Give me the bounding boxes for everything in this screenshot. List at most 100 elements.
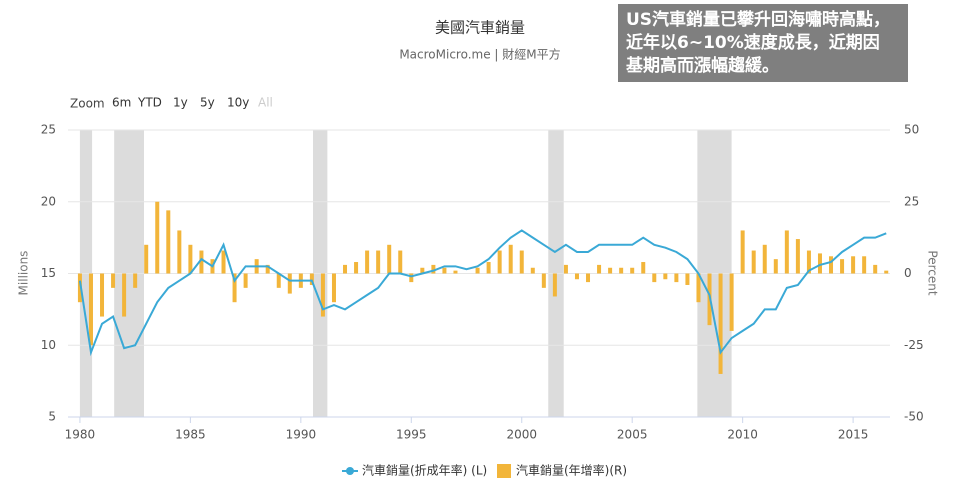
bar xyxy=(343,264,348,274)
bar xyxy=(840,259,845,274)
bar xyxy=(574,273,579,280)
bar xyxy=(773,259,778,274)
bar xyxy=(133,273,138,288)
bar xyxy=(276,273,281,288)
x-tick-label: 1980 xyxy=(65,428,96,442)
line xyxy=(78,229,887,357)
legend-label[interactable]: 汽車銷量(年增率)(R) xyxy=(516,463,627,478)
legend-marker xyxy=(497,464,511,478)
bar xyxy=(586,273,591,283)
bar xyxy=(287,273,292,294)
y2-tick-label: -25 xyxy=(904,338,924,352)
y-tick-label: 10 xyxy=(41,338,56,352)
chart-title: 美國汽車銷量 xyxy=(435,19,525,37)
bar xyxy=(199,250,204,274)
annotation-box xyxy=(618,4,908,82)
bar xyxy=(442,267,447,274)
bar xyxy=(663,273,668,280)
y-axis-label: Millions xyxy=(17,251,31,296)
bar xyxy=(232,273,237,303)
annotation-line: 基期高而漲幅趨緩。 xyxy=(625,55,779,76)
bar xyxy=(652,273,657,283)
y2-tick-label: 0 xyxy=(904,266,912,280)
y-tick-label: 15 xyxy=(41,266,56,280)
y-tick-label: 5 xyxy=(48,410,56,424)
y2-tick-label: -50 xyxy=(904,410,924,424)
zoom-label: Zoom xyxy=(70,97,105,111)
bar xyxy=(729,273,734,331)
bar xyxy=(740,230,745,274)
bar xyxy=(409,273,414,283)
x-tick-label: 2010 xyxy=(727,428,758,442)
bar xyxy=(398,250,403,274)
bar xyxy=(718,273,723,374)
range-button[interactable]: 1y xyxy=(173,96,188,110)
bar xyxy=(851,256,856,274)
range-button[interactable]: All xyxy=(258,96,273,110)
chart-subtitle: MacroMicro.me | 財經M平方 xyxy=(399,47,560,62)
bar xyxy=(873,264,878,274)
bar xyxy=(331,273,336,303)
bar xyxy=(530,267,535,274)
legend-marker xyxy=(346,467,354,475)
bar xyxy=(354,262,359,274)
range-button[interactable]: 6m xyxy=(112,96,131,110)
annotation-line: US汽車銷量已攀升回海嘯時高點， xyxy=(626,9,890,30)
bar xyxy=(111,273,116,288)
bar xyxy=(88,273,93,346)
bar xyxy=(221,250,226,274)
bar xyxy=(387,244,392,274)
bar xyxy=(508,244,513,274)
bar xyxy=(497,250,502,274)
bar xyxy=(420,267,425,274)
y2-tick-label: 50 xyxy=(904,123,919,137)
bar xyxy=(453,270,458,274)
bar xyxy=(155,201,160,274)
bar xyxy=(166,210,171,274)
bar xyxy=(784,230,789,274)
bar xyxy=(817,253,822,274)
bar xyxy=(475,267,480,274)
x-tick-label: 2015 xyxy=(838,428,869,442)
bar xyxy=(100,273,105,317)
bar xyxy=(552,273,557,297)
y2-axis-label: Percent xyxy=(926,250,940,295)
bar xyxy=(431,264,436,274)
bar xyxy=(806,250,811,274)
x-tick-label: 2000 xyxy=(506,428,537,442)
legend-label[interactable]: 汽車銷量(折成年率) (L) xyxy=(362,463,487,478)
x-tick-label: 2005 xyxy=(617,428,648,442)
annotation-line: 近年以6~10%速度成長，近期因 xyxy=(626,32,880,53)
bar xyxy=(320,273,325,317)
bar xyxy=(365,250,370,274)
bar xyxy=(265,264,270,274)
bar xyxy=(563,264,568,274)
bar xyxy=(309,273,314,285)
x-tick-label: 1990 xyxy=(286,428,317,442)
bar xyxy=(685,273,690,285)
bar xyxy=(144,244,149,274)
x-tick-label: 1985 xyxy=(175,428,206,442)
range-button[interactable]: 10y xyxy=(227,96,249,110)
bar xyxy=(376,250,381,274)
bar xyxy=(188,244,193,274)
bar xyxy=(177,230,182,274)
y-tick-label: 25 xyxy=(41,123,56,137)
bar xyxy=(641,262,646,274)
bar xyxy=(862,256,867,274)
bar xyxy=(519,250,524,274)
bar xyxy=(795,239,800,274)
bar xyxy=(829,256,834,274)
bar xyxy=(630,267,635,274)
bar xyxy=(619,267,624,274)
range-button[interactable]: 5y xyxy=(200,96,215,110)
range-button[interactable]: YTD xyxy=(137,96,162,110)
x-tick-label: 1995 xyxy=(396,428,427,442)
y2-tick-label: 25 xyxy=(904,194,919,208)
y-tick-label: 20 xyxy=(41,194,56,208)
bar xyxy=(541,273,546,288)
bar xyxy=(674,273,679,283)
bar xyxy=(696,273,701,303)
bar xyxy=(608,267,613,274)
